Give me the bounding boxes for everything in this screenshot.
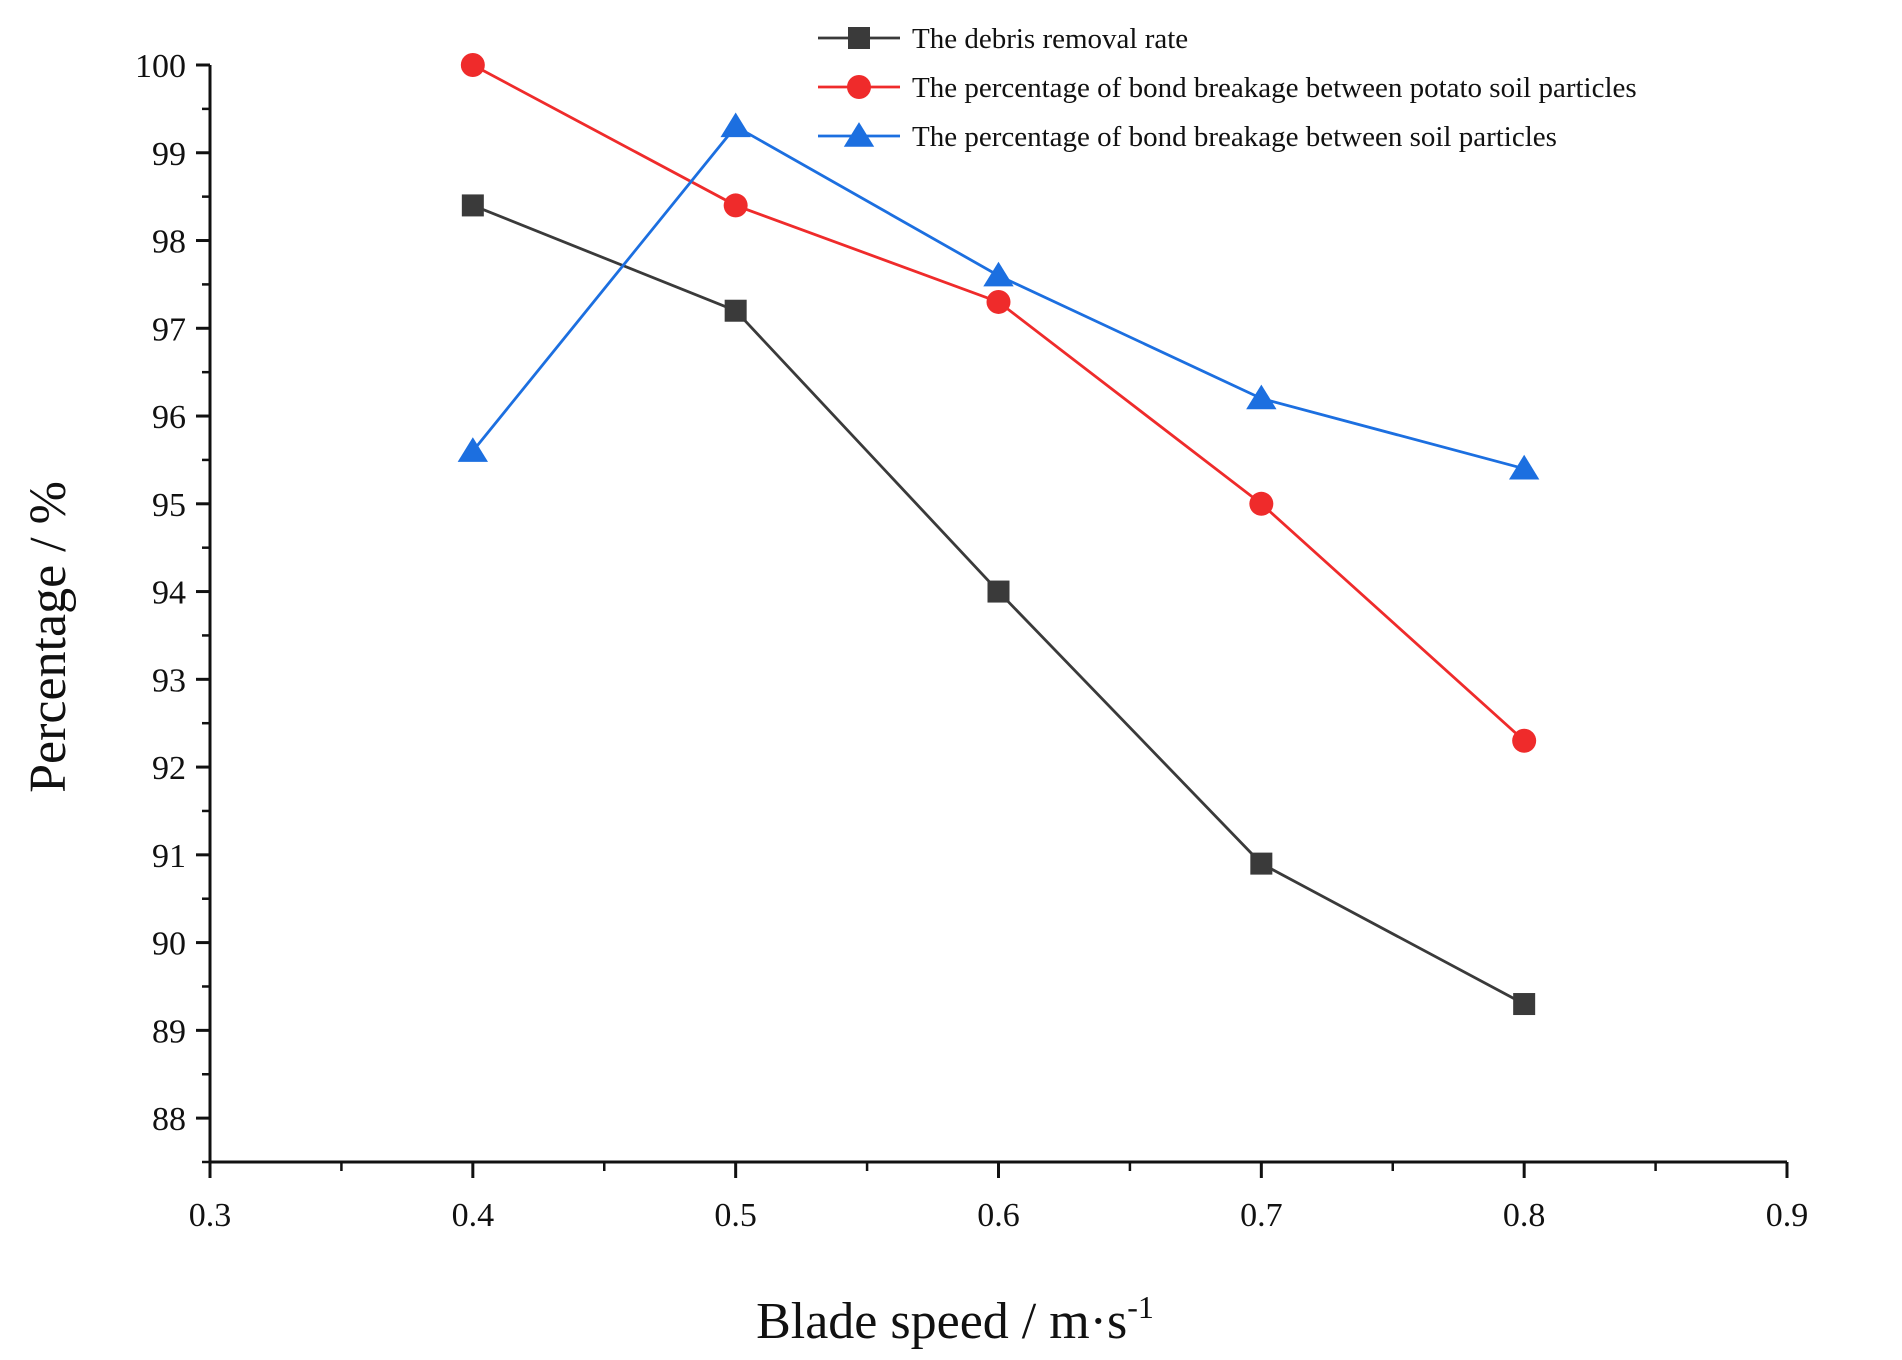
circle-marker: [723, 193, 748, 218]
legend-item-1: The debris removal rate: [818, 23, 1188, 55]
y-tick-label: 100: [135, 48, 186, 85]
x-tick-label: 0.6: [977, 1197, 1020, 1234]
y-tick-label: 91: [152, 838, 186, 875]
x-tick-label: 0.7: [1240, 1197, 1283, 1234]
circle-marker: [847, 75, 871, 99]
y-tick-label: 98: [152, 224, 186, 261]
y-tick-label: 96: [152, 399, 186, 436]
series-2: [460, 53, 1537, 753]
circle-marker: [460, 53, 485, 77]
square-marker: [987, 580, 1010, 603]
y-tick-label: 93: [152, 662, 186, 699]
series-1: [461, 194, 1536, 1016]
y-tick-label: 89: [152, 1013, 186, 1050]
triangle-marker: [457, 437, 489, 462]
legend-item-3: The percentage of bond breakage between …: [818, 121, 1557, 153]
square-marker: [461, 194, 484, 217]
x-tick-label: 0.8: [1503, 1197, 1546, 1234]
x-tick-label: 0.4: [452, 1197, 495, 1234]
triangle-marker: [1508, 454, 1540, 480]
axes: 88 89 90 91 92 93 94 95 96 97 98 99 100 0.3 0.4 0.5 0.6 0…: [135, 48, 1808, 1234]
y-tick-label: 94: [152, 575, 186, 612]
legend-item-2: The percentage of bond breakage between …: [818, 72, 1637, 104]
square-marker: [848, 27, 870, 49]
legend-label: The debris removal rate: [912, 23, 1188, 55]
circle-marker: [1512, 728, 1537, 753]
series-line: [472, 204, 1525, 1006]
x-tick-label: 0.5: [714, 1197, 757, 1234]
y-tick-label: 90: [152, 926, 186, 963]
y-tick-label: 99: [152, 136, 186, 173]
x-axis-title-main: Blade speed / m·s: [756, 1293, 1127, 1350]
circle-marker: [986, 289, 1011, 314]
square-marker: [1250, 852, 1273, 875]
y-tick-label: 88: [152, 1101, 186, 1138]
legend-label: The percentage of bond breakage between …: [912, 121, 1557, 153]
square-marker: [1513, 993, 1536, 1016]
triangle-marker: [1246, 384, 1277, 410]
triangle-marker: [843, 122, 875, 147]
y-axis-title: Percentage / %: [20, 481, 77, 793]
y-tick-label: 92: [152, 750, 186, 787]
legend-label: The percentage of bond breakage between …: [912, 72, 1637, 104]
square-marker: [724, 299, 747, 322]
legend: The debris removal rate The percentage of…: [818, 23, 1637, 153]
triangle-marker: [720, 112, 751, 138]
x-tick-label: 0.3: [189, 1197, 232, 1234]
x-axis-title: Blade speed / m·s-1: [756, 1289, 1154, 1350]
circle-marker: [1249, 491, 1274, 516]
y-tick-label: 97: [152, 311, 186, 348]
series-layer: [457, 53, 1540, 1016]
triangle-marker: [983, 261, 1014, 287]
series-3: [457, 112, 1540, 480]
series-line: [472, 63, 1526, 742]
x-tick-label: 0.9: [1766, 1197, 1809, 1234]
x-axis-title-superscript: -1: [1127, 1289, 1154, 1325]
y-tick-label: 95: [152, 487, 186, 524]
